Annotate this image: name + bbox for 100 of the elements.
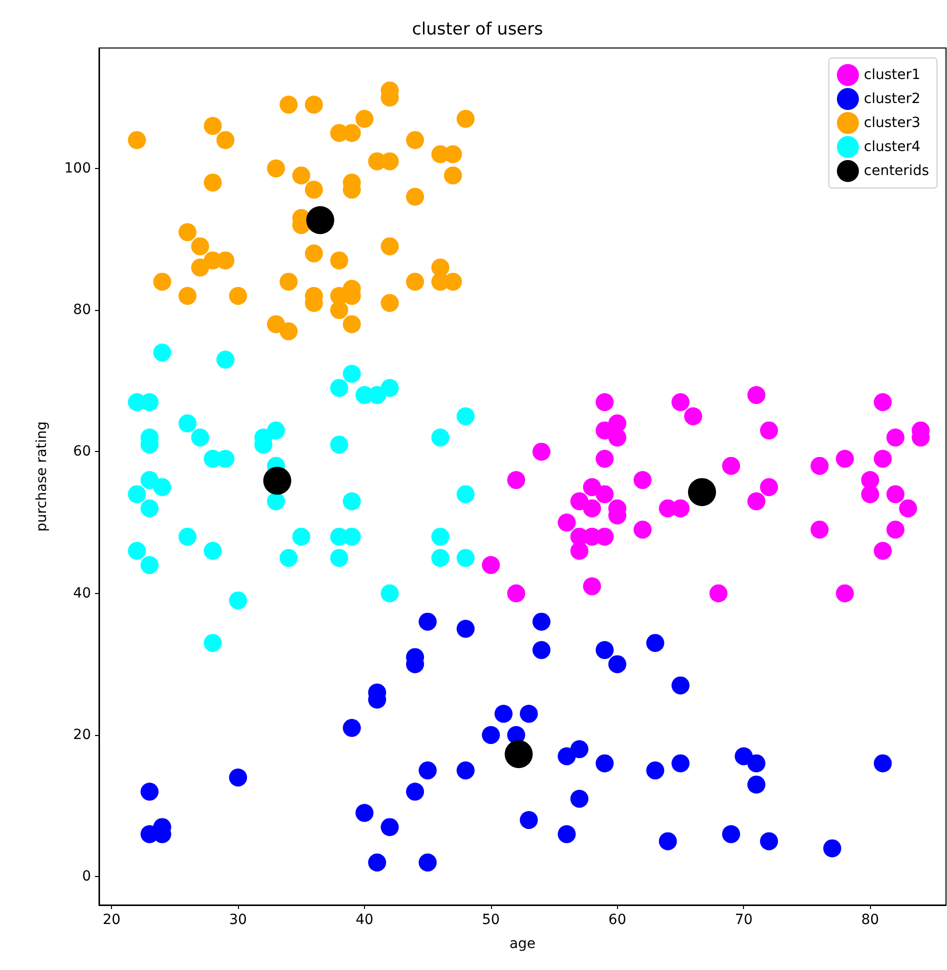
point (456, 110, 475, 128)
point (836, 584, 854, 602)
point (634, 520, 652, 539)
point (330, 548, 348, 567)
point (760, 421, 778, 440)
point (140, 499, 159, 518)
point (532, 442, 550, 461)
point (456, 548, 475, 567)
point (380, 237, 399, 256)
point (747, 386, 766, 404)
point (128, 485, 146, 504)
point (191, 237, 210, 256)
point (532, 612, 550, 631)
point (688, 478, 716, 506)
point (494, 704, 513, 723)
point (178, 223, 196, 242)
point (229, 286, 248, 305)
point (368, 854, 386, 872)
point (140, 556, 159, 574)
point (140, 782, 159, 801)
point (570, 790, 588, 808)
point (558, 825, 576, 844)
point (204, 116, 222, 135)
point (267, 421, 285, 440)
point (418, 761, 437, 780)
point (330, 301, 348, 320)
y-tick-label: 40 (73, 585, 91, 602)
point (874, 450, 892, 468)
point (583, 478, 602, 496)
point (709, 584, 728, 602)
point (140, 471, 159, 490)
point (596, 450, 614, 468)
point (191, 428, 210, 447)
point (267, 159, 285, 178)
point (263, 466, 292, 495)
point (570, 542, 588, 560)
point (330, 251, 348, 270)
point (507, 471, 526, 490)
point (380, 378, 399, 397)
point (306, 206, 334, 234)
point (342, 364, 361, 383)
point (216, 131, 234, 150)
point (178, 414, 196, 432)
point (406, 131, 424, 150)
point (267, 492, 285, 510)
point (380, 584, 399, 602)
point (456, 407, 475, 426)
y-tick-label: 60 (73, 444, 91, 460)
point (304, 244, 323, 262)
point (899, 499, 918, 518)
point (178, 528, 196, 546)
point (280, 96, 298, 114)
point (722, 825, 740, 844)
point (596, 421, 614, 440)
point (583, 499, 602, 518)
point (292, 528, 310, 546)
x-axis-title: age (509, 936, 536, 952)
point (380, 818, 399, 836)
y-axis-title: purchase rating (34, 421, 50, 532)
point (456, 620, 475, 638)
point (153, 272, 172, 291)
point (418, 612, 437, 631)
point (672, 676, 690, 694)
point (280, 272, 298, 291)
point (634, 471, 652, 490)
point (608, 428, 626, 447)
x-tick-label: 80 (861, 912, 880, 928)
point (874, 393, 892, 412)
point (418, 854, 437, 872)
point (520, 704, 538, 723)
point (646, 634, 664, 652)
point (886, 520, 904, 539)
x-tick-label: 40 (356, 912, 374, 928)
point (482, 556, 500, 574)
point (431, 428, 450, 447)
point (520, 811, 538, 830)
point (355, 804, 374, 822)
point (406, 188, 424, 206)
point (836, 450, 854, 468)
point (722, 456, 740, 475)
x-tick-label: 60 (608, 912, 626, 928)
point (810, 456, 829, 475)
point (810, 520, 829, 539)
point (874, 754, 892, 772)
point (558, 747, 576, 766)
point (823, 839, 842, 858)
point (684, 407, 702, 426)
point (760, 832, 778, 850)
point (191, 258, 210, 277)
x-tick-label: 20 (102, 912, 121, 928)
point (204, 634, 222, 652)
point (153, 344, 172, 362)
point (532, 641, 550, 660)
point (747, 754, 766, 772)
point (861, 485, 880, 504)
y-tick-label: 80 (73, 302, 91, 318)
point (608, 655, 626, 674)
x-tick-label: 50 (482, 912, 500, 928)
point (672, 754, 690, 772)
legend-label: cluster2 (864, 91, 920, 107)
